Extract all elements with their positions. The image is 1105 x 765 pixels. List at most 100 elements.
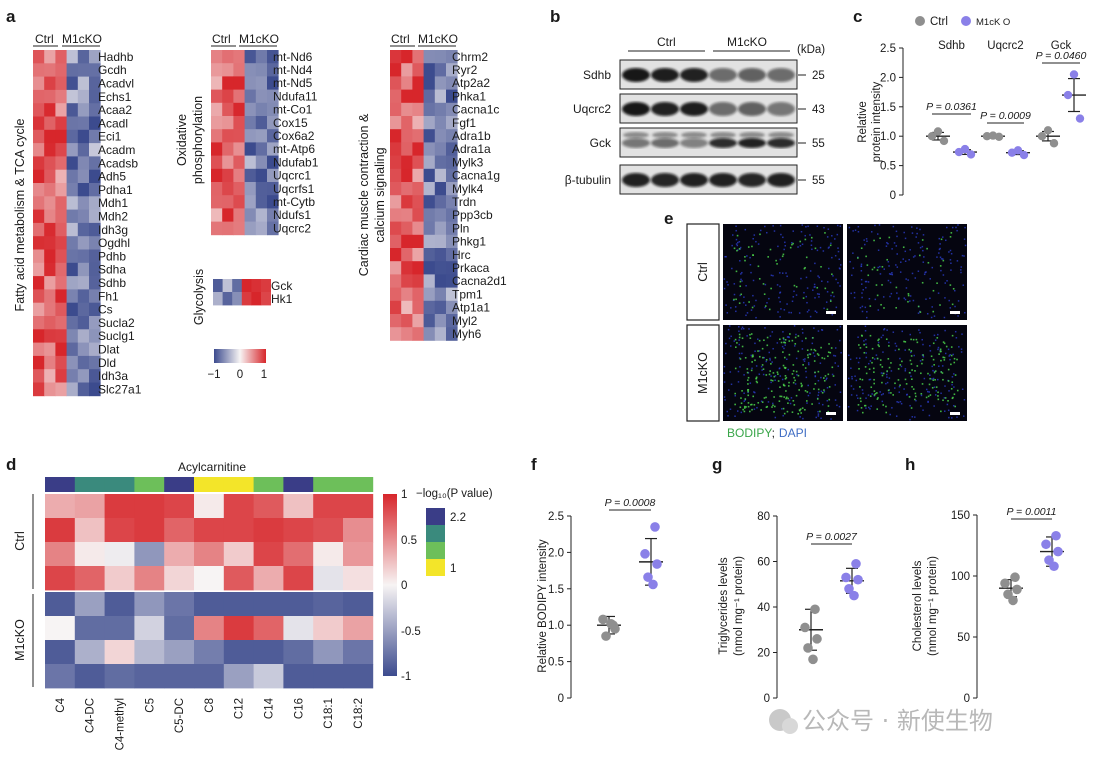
dapi-nucleus bbox=[929, 297, 931, 300]
dapi-nucleus bbox=[817, 410, 819, 413]
bodipy-signal bbox=[804, 408, 806, 411]
acyl-column-label: C18:2 bbox=[353, 698, 365, 729]
data-point bbox=[849, 590, 859, 601]
heatmap-cell bbox=[446, 155, 458, 170]
gene-label: Slc27a1 bbox=[98, 382, 142, 396]
dapi-nucleus bbox=[741, 326, 744, 329]
dapi-nucleus bbox=[958, 346, 960, 348]
dapi-nucleus bbox=[891, 272, 893, 274]
bodipy-signal bbox=[770, 379, 772, 381]
gene-label: Acadsb bbox=[98, 156, 138, 170]
heatmap-cell bbox=[134, 518, 165, 543]
bodipy-signal bbox=[791, 243, 793, 246]
heatmap-cell bbox=[33, 50, 45, 64]
y-tick-label: 2.0 bbox=[548, 547, 564, 559]
dapi-nucleus bbox=[919, 360, 922, 362]
bodipy-signal bbox=[921, 239, 924, 241]
bodipy-signal bbox=[765, 406, 768, 409]
dapi-nucleus bbox=[788, 399, 791, 402]
dapi-nucleus bbox=[806, 301, 808, 304]
dapi-nucleus bbox=[883, 268, 885, 270]
heatmap-cell bbox=[223, 616, 254, 641]
heatmap-cell bbox=[423, 248, 436, 262]
dapi-nucleus bbox=[724, 255, 726, 258]
dapi-nucleus bbox=[832, 275, 834, 277]
bodipy-signal bbox=[783, 341, 785, 344]
heatmap-cell bbox=[446, 50, 458, 64]
bodipy-signal bbox=[821, 357, 824, 359]
p-legend-title: −log₁₀(P value) bbox=[416, 488, 493, 500]
heatmap-cell bbox=[194, 518, 225, 543]
microscopy-image bbox=[847, 224, 967, 320]
heatmap-cell bbox=[412, 50, 424, 64]
dapi-nucleus bbox=[743, 296, 745, 298]
bodipy-signal bbox=[787, 385, 790, 387]
d-scale-m1: -1 bbox=[401, 671, 411, 683]
bodipy-signal bbox=[783, 356, 786, 359]
dapi-nucleus bbox=[859, 306, 862, 309]
dapi-nucleus bbox=[895, 345, 898, 347]
dapi-nucleus bbox=[807, 384, 809, 387]
dapi-nucleus bbox=[850, 394, 853, 396]
e-row-ko: M1cKO bbox=[696, 352, 710, 394]
bodipy-signal bbox=[951, 334, 954, 337]
bodipy-signal bbox=[865, 346, 868, 348]
p-value-cell bbox=[253, 477, 284, 492]
bodipy-signal bbox=[950, 388, 953, 390]
dapi-nucleus bbox=[723, 287, 726, 290]
bodipy-signal bbox=[951, 303, 954, 306]
gene-label: Prkaca bbox=[452, 261, 490, 275]
gene-label: Mylk3 bbox=[452, 155, 484, 169]
dapi-nucleus bbox=[769, 359, 771, 361]
dapi-nucleus bbox=[746, 255, 748, 257]
dapi-nucleus bbox=[767, 387, 770, 390]
gene-label: mt-Atp6 bbox=[273, 142, 315, 156]
dapi-nucleus bbox=[818, 296, 820, 298]
g-ylabel-line2: (nmol mg⁻¹ protein) bbox=[733, 556, 745, 656]
heatmap-cell bbox=[44, 262, 56, 277]
dapi-nucleus bbox=[920, 394, 923, 397]
heatmap-cell bbox=[233, 89, 245, 104]
bodipy-signal bbox=[916, 365, 919, 367]
blot-row-label: Uqcrc2 bbox=[573, 102, 611, 116]
bodipy-signal bbox=[774, 356, 777, 359]
heatmap-cell bbox=[267, 50, 279, 64]
gene-label: Adra1b bbox=[452, 129, 491, 143]
bodipy-signal bbox=[771, 379, 774, 382]
heatmap-cell bbox=[434, 116, 447, 130]
bodipy-signal bbox=[750, 369, 753, 372]
dapi-nucleus bbox=[745, 284, 747, 287]
dapi-nucleus bbox=[876, 233, 879, 235]
bodipy-signal bbox=[861, 378, 864, 381]
dapi-nucleus bbox=[944, 297, 946, 299]
dapi-nucleus bbox=[741, 352, 743, 355]
heatmap-cell bbox=[55, 116, 67, 131]
dapi-nucleus bbox=[776, 284, 779, 286]
heatmap-cell bbox=[401, 327, 413, 341]
heatmap-cell bbox=[77, 369, 90, 383]
g-ylabel-line1: Triglycerides levels bbox=[718, 557, 730, 655]
dapi-nucleus bbox=[886, 376, 888, 378]
bodipy-signal bbox=[779, 386, 781, 388]
bodipy-signal bbox=[897, 368, 900, 370]
bodipy-signal bbox=[914, 398, 916, 401]
dapi-nucleus bbox=[864, 306, 867, 309]
bodipy-signal bbox=[795, 285, 798, 288]
dapi-nucleus bbox=[829, 299, 832, 301]
bodipy-signal bbox=[828, 398, 831, 401]
heatmap-cell bbox=[446, 300, 458, 315]
dapi-nucleus bbox=[868, 406, 870, 409]
bodipy-signal bbox=[832, 375, 835, 377]
dapi-nucleus bbox=[802, 417, 804, 420]
dapi-nucleus bbox=[949, 259, 952, 261]
dapi-nucleus bbox=[739, 260, 741, 262]
heatmap-cell bbox=[89, 369, 101, 383]
dapi-nucleus bbox=[753, 391, 755, 393]
dapi-nucleus bbox=[951, 226, 954, 229]
dapi-nucleus bbox=[740, 273, 742, 275]
dapi-nucleus bbox=[904, 250, 907, 253]
bodipy-signal bbox=[873, 371, 875, 373]
dapi-nucleus bbox=[730, 335, 732, 338]
data-point bbox=[994, 132, 1004, 141]
bodipy-signal bbox=[738, 302, 741, 304]
